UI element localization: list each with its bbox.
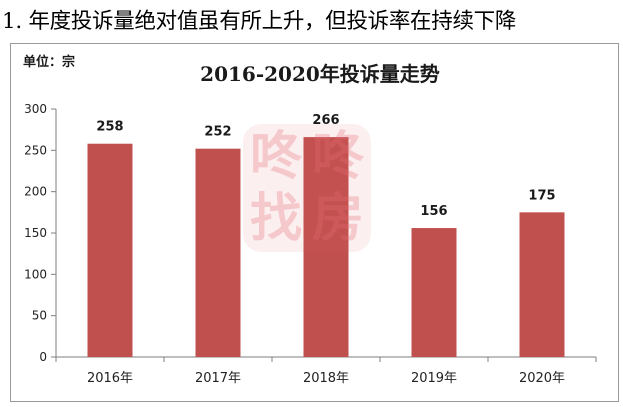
y-tick-label: 300 [24, 102, 47, 116]
bar [411, 228, 457, 357]
watermark-char: 咚 [249, 127, 302, 187]
x-tick-label: 2017年 [195, 371, 241, 386]
page-heading: 1. 年度投诉量绝对值虽有所上升，但投诉率在持续下降 [2, 9, 517, 34]
y-tick-label: 50 [32, 309, 47, 323]
bar [303, 137, 349, 357]
x-tick-label: 2019年 [411, 371, 457, 386]
watermark-char: 咚 [311, 127, 364, 187]
unit-label: 单位：宗 [23, 55, 76, 70]
x-tick-label: 2018年 [303, 371, 349, 386]
watermark-char: 房 [311, 189, 364, 249]
data-label: 156 [420, 204, 447, 219]
data-label: 175 [528, 188, 555, 203]
data-label: 252 [204, 125, 231, 140]
watermark-logo: 咚 咚 找 房 [243, 124, 379, 260]
y-tick-label: 150 [24, 226, 47, 240]
watermark-background [243, 124, 371, 252]
chart-title: 2016-2020年投诉量走势 [200, 62, 440, 86]
y-tick-label: 200 [24, 185, 47, 199]
x-tick-label: 2016年 [87, 371, 133, 386]
y-tick-label: 0 [39, 350, 47, 364]
bar [87, 143, 133, 357]
y-tick-label: 100 [24, 267, 47, 281]
x-tick-label: 2020年 [519, 371, 565, 386]
y-tick-label: 250 [24, 143, 47, 157]
data-label: 258 [96, 120, 123, 135]
data-label: 266 [312, 113, 339, 128]
watermark-char: 找 [249, 189, 302, 249]
bar [519, 212, 565, 357]
bar [195, 148, 241, 357]
